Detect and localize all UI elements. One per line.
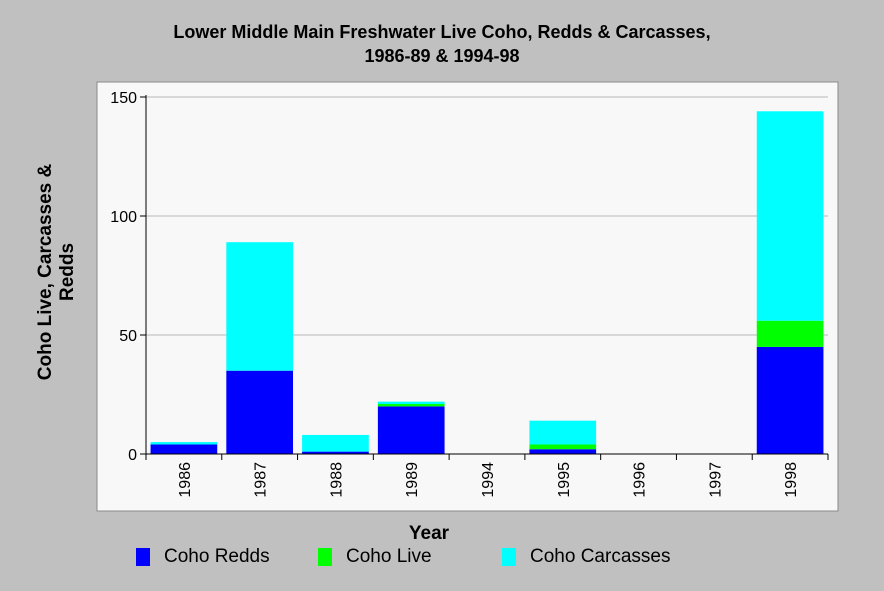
x-tick-label-1986: 1986 — [177, 462, 194, 498]
bar-1995-coho-carcasses — [529, 420, 597, 445]
legend-label-coho-carcasses: Coho Carcasses — [530, 546, 671, 567]
plot-area — [96, 81, 839, 512]
y-axis-label-line1: Coho Live, Carcasses & — [35, 163, 56, 380]
legend-item-coho-live: Coho Live — [318, 546, 432, 568]
legend-label-coho-redds: Coho Redds — [164, 546, 270, 567]
bar-1998-coho-carcasses — [756, 111, 824, 321]
x-tick-label-1988: 1988 — [328, 462, 345, 498]
bar-1987-coho-carcasses — [226, 242, 294, 371]
chart-title-line2: 1986-89 & 1994-98 — [364, 46, 520, 66]
bar-1988-coho-carcasses — [302, 434, 369, 452]
bar-1989-coho-redds — [377, 406, 445, 454]
bars — [150, 111, 824, 454]
x-tick-label-1994: 1994 — [480, 462, 497, 498]
bar-1988-coho-redds — [302, 451, 369, 454]
bar-1989-coho-live — [377, 404, 445, 407]
x-tick-label-1987: 1987 — [253, 462, 270, 498]
legend-swatch-coho-redds — [136, 548, 150, 566]
bar-1998-coho-redds — [756, 346, 824, 454]
x-axis-label: Year — [409, 523, 450, 544]
y-tick-label-100: 100 — [110, 209, 137, 226]
x-tick-label-1997: 1997 — [707, 462, 724, 498]
bar-1987-coho-redds — [226, 370, 294, 454]
x-tick-label-1996: 1996 — [632, 462, 649, 498]
y-tick-label-50: 50 — [119, 328, 137, 345]
y-tick-label-0: 0 — [128, 447, 137, 464]
legend-label-coho-live: Coho Live — [346, 546, 432, 567]
legend-swatch-coho-live — [318, 548, 332, 566]
legend: Coho Redds Coho Live Coho Carcasses — [0, 546, 884, 576]
legend-item-coho-redds: Coho Redds — [136, 546, 270, 568]
bar-1986-coho-carcasses — [150, 442, 218, 445]
x-tick-label-1995: 1995 — [556, 462, 573, 498]
y-tick-label-150: 150 — [110, 90, 137, 107]
bar-1995-coho-redds — [529, 449, 597, 454]
legend-swatch-coho-carcasses — [502, 548, 516, 566]
y-axis-label-line2: Redds — [57, 243, 78, 301]
chart-title: Lower Middle Main Freshwater Live Coho, … — [0, 20, 884, 68]
chart-title-line1: Lower Middle Main Freshwater Live Coho, … — [173, 22, 711, 42]
bar-1998-coho-live — [756, 320, 824, 347]
legend-item-coho-carcasses: Coho Carcasses — [502, 546, 670, 568]
y-axis-label: Coho Live, Carcasses & Redds — [35, 163, 78, 380]
axes: 0 50 100 150 1986 1987 1988 1989 1994 1995 1996 199… — [110, 90, 829, 498]
bar-1995-coho-live — [529, 444, 597, 450]
bar-1989-coho-carcasses — [377, 401, 445, 405]
x-tick-label-1998: 1998 — [783, 462, 800, 498]
bar-1986-coho-redds — [150, 444, 218, 454]
x-tick-label-1989: 1989 — [404, 462, 421, 498]
